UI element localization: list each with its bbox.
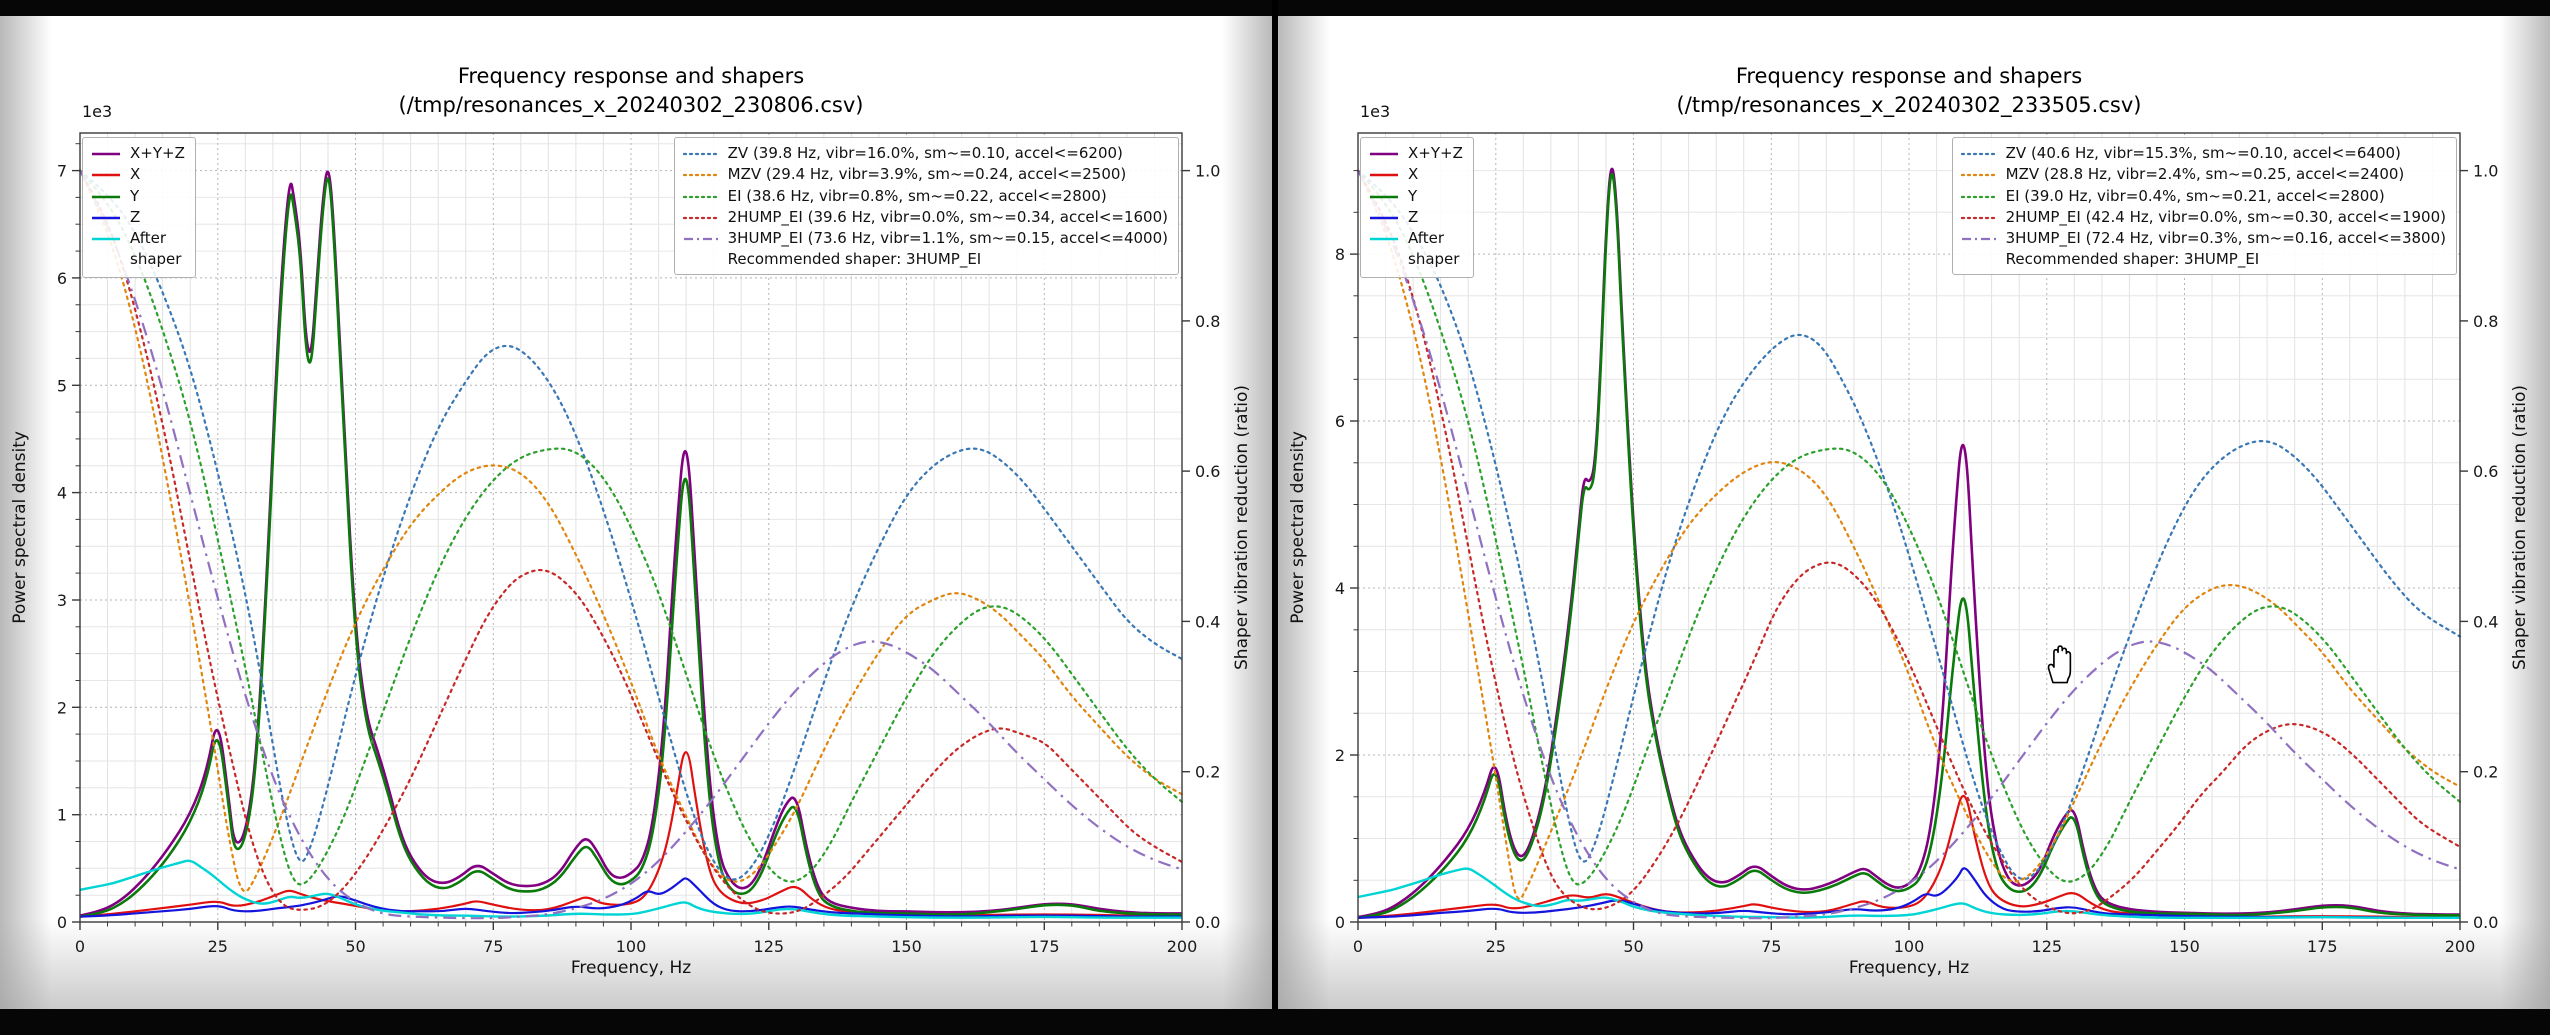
- svg-text:0: 0: [75, 937, 85, 956]
- legend-item: X+Y+Z: [1370, 144, 1463, 162]
- svg-text:0.4: 0.4: [2473, 612, 2498, 631]
- chart-subtitle: (/tmp/resonances_x_20240302_233505.csv): [1676, 92, 2142, 117]
- svg-text:150: 150: [891, 937, 922, 956]
- chart-title: Frequency response and shapers: [457, 64, 805, 88]
- legend-item: 3HUMP_EI (72.4 Hz, vibr=0.3%, sm~=0.16, …: [1961, 229, 2446, 248]
- letterbox-bottom: [0, 1009, 2550, 1035]
- svg-text:0.6: 0.6: [2473, 462, 2498, 481]
- svg-text:100: 100: [1894, 937, 1925, 956]
- svg-text:0.4: 0.4: [1195, 612, 1220, 631]
- svg-text:50: 50: [1623, 937, 1643, 956]
- svg-text:1.0: 1.0: [2473, 162, 2498, 181]
- svg-text:0.2: 0.2: [1195, 763, 1220, 782]
- svg-text:50: 50: [345, 937, 365, 956]
- hand-cursor: [2042, 644, 2078, 688]
- legend-item: 2HUMP_EI (39.6 Hz, vibr=0.0%, sm~=0.34, …: [682, 207, 1168, 226]
- svg-text:6: 6: [57, 269, 67, 288]
- legend-item: EI (39.0 Hz, vibr=0.4%, sm~=0.21, accel<…: [1960, 186, 2385, 205]
- legend-recommended: Recommended shaper: 3HUMP_EI: [2005, 250, 2260, 269]
- chart-panel-right: 0 25 50 75 100 125 150 175 200 0 2 4 6 8 0.0 0.2 0.4 0.6 0…: [1278, 16, 2550, 1009]
- svg-text:0.0: 0.0: [2473, 913, 2498, 932]
- svg-text:200: 200: [1167, 937, 1198, 956]
- legend-item: After shaper: [1370, 229, 1460, 269]
- svg-text:75: 75: [483, 937, 503, 956]
- svg-text:125: 125: [2032, 937, 2063, 956]
- svg-text:175: 175: [2307, 937, 2338, 956]
- panel-divider: [1272, 0, 1278, 1035]
- y-axis-label-right: Shaper vibration reduction (ratio): [2510, 385, 2530, 670]
- svg-text:75: 75: [1761, 937, 1781, 956]
- chart-subtitle: (/tmp/resonances_x_20240302_230806.csv): [398, 92, 864, 117]
- x-axis-label: Frequency, Hz: [1848, 958, 1970, 978]
- svg-text:6: 6: [1335, 412, 1345, 431]
- svg-text:0.8: 0.8: [1195, 312, 1220, 331]
- shaper-legend: ZV (39.8 Hz, vibr=16.0%, sm~=0.10, accel…: [673, 137, 1179, 276]
- svg-text:175: 175: [1029, 937, 1060, 956]
- svg-text:0.2: 0.2: [2473, 763, 2498, 782]
- psd-legend: X+Y+Z X Y Z After shaper: [82, 137, 196, 278]
- shaper-legend: ZV (40.6 Hz, vibr=15.3%, sm~=0.10, accel…: [1951, 137, 2457, 276]
- legend-item: X: [92, 165, 141, 184]
- svg-text:1: 1: [57, 806, 67, 825]
- x-axis-label: Frequency, Hz: [570, 958, 692, 978]
- chart-title-block: Frequency response and shapers (/tmp/res…: [80, 62, 1182, 119]
- y-axis-label-left: Power spectral density: [1288, 431, 1308, 624]
- svg-text:4: 4: [57, 484, 67, 503]
- svg-text:0: 0: [1353, 937, 1363, 956]
- svg-text:125: 125: [754, 937, 785, 956]
- legend-item: X: [1370, 165, 1419, 184]
- legend-item: 2HUMP_EI (42.4 Hz, vibr=0.0%, sm~=0.30, …: [1960, 207, 2446, 226]
- legend-item: Z: [1370, 207, 1419, 226]
- svg-text:8: 8: [1335, 245, 1345, 264]
- legend-item: MZV (28.8 Hz, vibr=2.4%, sm~=0.25, accel…: [1960, 165, 2405, 184]
- legend-recommended: Recommended shaper: 3HUMP_EI: [727, 250, 982, 269]
- svg-text:2: 2: [1335, 746, 1345, 765]
- legend-item: EI (38.6 Hz, vibr=0.8%, sm~=0.22, accel<…: [682, 186, 1107, 205]
- svg-text:150: 150: [2169, 937, 2200, 956]
- legend-item: ZV (40.6 Hz, vibr=15.3%, sm~=0.10, accel…: [1960, 144, 2401, 162]
- legend-item: MZV (29.4 Hz, vibr=3.9%, sm~=0.24, accel…: [682, 165, 1127, 184]
- legend-item: Y: [92, 186, 140, 205]
- psd-legend: X+Y+Z X Y Z After shaper: [1360, 137, 1474, 278]
- svg-text:5: 5: [57, 376, 67, 395]
- y-axis-offset-text: 1e3: [1360, 102, 1391, 121]
- svg-text:4: 4: [1335, 579, 1345, 598]
- y-axis-label-left: Power spectral density: [10, 431, 30, 624]
- legend-item: X+Y+Z: [92, 144, 185, 162]
- y-axis-label-right: Shaper vibration reduction (ratio): [1232, 385, 1252, 670]
- legend-item: After shaper: [92, 229, 182, 269]
- chart-panel-left: 0 25 50 75 100 125 150 175 200 0 1 2 3 4 5 6 7 0.0 0.2 0.4 0…: [0, 16, 1272, 1009]
- svg-text:0.8: 0.8: [2473, 312, 2498, 331]
- svg-text:3: 3: [57, 591, 67, 610]
- svg-text:100: 100: [616, 937, 647, 956]
- chart-title: Frequency response and shapers: [1735, 64, 2083, 88]
- legend-item: Y: [1370, 186, 1418, 205]
- svg-text:0.0: 0.0: [1195, 913, 1220, 932]
- chart-title-block: Frequency response and shapers (/tmp/res…: [1358, 62, 2460, 119]
- svg-text:0.6: 0.6: [1195, 462, 1220, 481]
- y-axis-offset-text: 1e3: [82, 102, 113, 121]
- svg-text:25: 25: [208, 937, 228, 956]
- svg-text:0: 0: [1335, 913, 1345, 932]
- svg-text:7: 7: [57, 162, 67, 181]
- legend-item: 3HUMP_EI (73.6 Hz, vibr=1.1%, sm~=0.15, …: [683, 229, 1168, 248]
- svg-text:0: 0: [57, 913, 67, 932]
- svg-text:2: 2: [57, 698, 67, 717]
- svg-text:25: 25: [1486, 937, 1506, 956]
- svg-text:1.0: 1.0: [1195, 162, 1220, 181]
- svg-text:200: 200: [2445, 937, 2476, 956]
- legend-item: ZV (39.8 Hz, vibr=16.0%, sm~=0.10, accel…: [682, 144, 1123, 162]
- legend-item: Z: [92, 207, 141, 226]
